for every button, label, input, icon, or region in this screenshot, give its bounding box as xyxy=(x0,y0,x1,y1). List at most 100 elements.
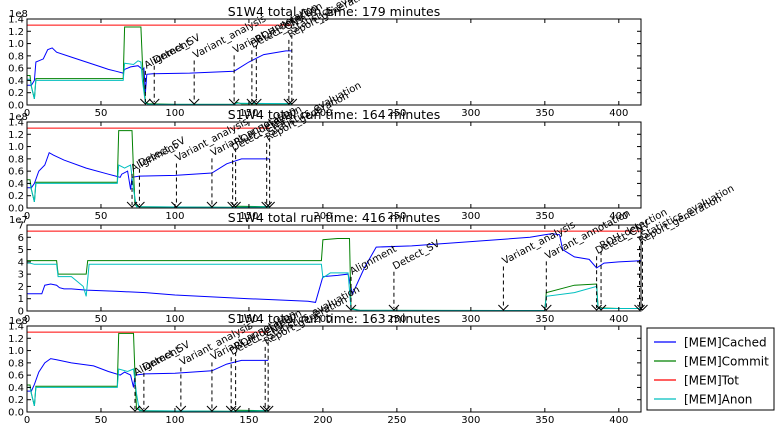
y-tick-label: 1.2 xyxy=(8,27,24,38)
x-tick-label: 200 xyxy=(313,108,332,119)
annotation-label: Alignment xyxy=(348,244,398,278)
y-tick-label: 1.4 xyxy=(8,15,24,26)
x-tick-label: 300 xyxy=(461,415,480,426)
annotation-arrow xyxy=(345,304,357,311)
y-tick-label: 2 xyxy=(18,282,24,293)
x-tick-label: 300 xyxy=(461,211,480,222)
y-tick-label: 0 xyxy=(18,307,24,318)
annotation-arrow xyxy=(188,98,200,105)
annotation-arrow xyxy=(227,201,239,208)
x-tick-label: 0 xyxy=(24,415,30,426)
x-tick-label: 400 xyxy=(609,415,628,426)
x-tick-label: 150 xyxy=(239,211,258,222)
annotation-arrow xyxy=(228,98,240,105)
annotation-arrow xyxy=(540,304,552,311)
annotation-arrow xyxy=(595,304,607,311)
series-line-memanon xyxy=(27,164,270,208)
annotation-arrow xyxy=(206,201,218,208)
y-tick-label: 0.8 xyxy=(8,358,24,369)
y-tick-label: 1.0 xyxy=(8,142,24,153)
axis-exponent: 1e8 xyxy=(9,9,28,20)
x-tick-label: 0 xyxy=(24,108,30,119)
x-tick-label: 0 xyxy=(24,314,30,325)
annotation-arrow xyxy=(148,98,160,105)
series-line-memcommit xyxy=(27,238,641,311)
y-tick-label: 1 xyxy=(18,294,24,305)
series-line-memcached xyxy=(27,358,269,392)
y-tick-label: 1.2 xyxy=(8,130,24,141)
plot-area xyxy=(27,331,269,412)
plot-area xyxy=(27,230,641,311)
y-tick-label: 0.8 xyxy=(8,51,24,62)
x-tick-label: 300 xyxy=(461,108,480,119)
annotation-arrow xyxy=(126,201,138,208)
annotation-arrow xyxy=(134,201,145,208)
annotation-label: Detect_SV xyxy=(391,238,442,272)
legend-entry: [MEM]Anon xyxy=(684,393,752,407)
plot-area xyxy=(27,127,270,208)
x-tick-label: 100 xyxy=(165,211,184,222)
annotation-arrow xyxy=(286,98,298,105)
x-tick-label: 400 xyxy=(609,314,628,325)
annotation-arrow xyxy=(140,98,151,105)
series-line-memanon xyxy=(27,60,292,105)
annotation-arrow xyxy=(225,405,237,412)
x-tick-label: 50 xyxy=(95,211,108,222)
y-tick-label: 0.4 xyxy=(8,383,24,394)
annotation-arrow xyxy=(129,405,141,412)
chart-title: S1W4 total run time: 416 minutes xyxy=(228,210,441,225)
chart-panel-2: AlignmentDetect_SVVariant_analysisVarian… xyxy=(8,80,642,222)
x-tick-label: 250 xyxy=(387,314,406,325)
x-tick-label: 50 xyxy=(95,314,108,325)
x-tick-label: 400 xyxy=(609,108,628,119)
legend: [MEM]Cached [MEM]Commit [MEM]Tot [MEM]Anon xyxy=(646,327,775,411)
annotation-arrow xyxy=(138,405,150,412)
chart-title: S1W4 total run time: 163 minutes xyxy=(228,311,441,326)
axis-exponent: 1e7 xyxy=(9,215,28,226)
y-tick-label: 0.6 xyxy=(8,371,24,382)
legend-entry: [MEM]Tot xyxy=(684,374,739,388)
y-tick-label: 6 xyxy=(18,233,24,244)
x-tick-label: 0 xyxy=(24,211,30,222)
axis-exponent: 1e8 xyxy=(9,112,28,123)
annotation-arrow xyxy=(230,405,241,412)
annotation-arrow xyxy=(498,304,509,311)
legend-entry: [MEM]Cached xyxy=(684,336,767,350)
series-line-memanon xyxy=(27,262,641,311)
y-tick-label: 0.0 xyxy=(8,204,24,215)
y-tick-label: 0.8 xyxy=(8,154,24,165)
y-tick-label: 0.6 xyxy=(8,167,24,178)
x-tick-label: 150 xyxy=(239,108,258,119)
y-tick-label: 0.4 xyxy=(8,76,24,87)
series-line-memcached xyxy=(27,233,641,303)
annotation-arrow xyxy=(246,98,258,105)
axes-frame xyxy=(26,224,642,312)
y-tick-label: 1.4 xyxy=(8,118,24,129)
x-tick-label: 100 xyxy=(165,415,184,426)
x-tick-label: 200 xyxy=(313,211,332,222)
y-tick-label: 1.2 xyxy=(8,334,24,345)
x-tick-label: 350 xyxy=(535,314,554,325)
y-tick-label: 1.4 xyxy=(8,322,24,333)
x-tick-label: 200 xyxy=(313,415,332,426)
annotation-arrow xyxy=(591,304,602,311)
x-tick-label: 50 xyxy=(95,108,108,119)
y-tick-label: 0.0 xyxy=(8,408,24,419)
annotation-arrow xyxy=(175,405,187,412)
chart-title: S1W4 total run time: 164 minutes xyxy=(228,107,441,122)
x-tick-label: 100 xyxy=(165,314,184,325)
annotation-arrow xyxy=(262,405,274,412)
legend-entry: [MEM]Commit xyxy=(684,355,769,369)
y-tick-label: 0.0 xyxy=(8,101,24,112)
x-tick-label: 250 xyxy=(387,415,406,426)
x-tick-label: 350 xyxy=(535,108,554,119)
y-tick-label: 0.2 xyxy=(8,88,24,99)
y-tick-label: 0.2 xyxy=(8,191,24,202)
annotation-arrow xyxy=(171,201,182,208)
annotation-arrow xyxy=(388,304,400,311)
x-tick-label: 350 xyxy=(535,415,554,426)
y-tick-label: 1.0 xyxy=(8,39,24,50)
x-tick-label: 100 xyxy=(165,108,184,119)
